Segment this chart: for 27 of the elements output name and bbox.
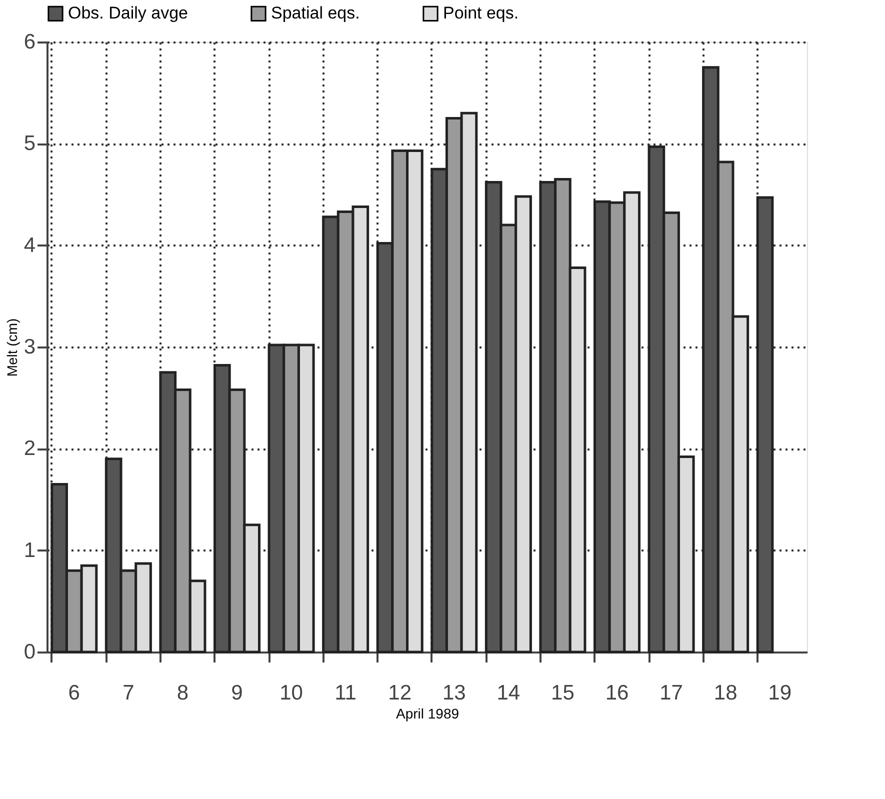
y-tick-label: 4	[24, 234, 36, 257]
x-tick-label: 19	[768, 682, 792, 704]
x-axis-title: April 1989	[396, 706, 460, 722]
x-tick-label: 6	[68, 682, 80, 704]
x-tick-label: 11	[334, 682, 356, 704]
x-tick-label: 10	[280, 682, 303, 704]
y-tick-label: 5	[24, 132, 36, 156]
x-tick-label: 17	[660, 682, 683, 704]
y-tick-label: 2	[24, 437, 36, 460]
legend-label: Obs. Daily avge	[68, 4, 188, 23]
y-tick-label: 1	[24, 538, 36, 562]
x-tick-label: 8	[176, 682, 189, 704]
x-tick-label: 9	[231, 682, 243, 704]
y-axis-title: Melt (cm)	[4, 318, 20, 377]
y-tick-label: 3	[24, 336, 36, 358]
x-tick-label: 15	[551, 682, 574, 704]
x-tick-label: 12	[388, 682, 412, 704]
legend-label: Point eqs.	[443, 4, 519, 23]
x-tick-label: 7	[122, 682, 134, 704]
x-tick-label: 16	[605, 682, 629, 704]
y-tick-label: 0	[24, 640, 36, 664]
bar	[756, 196, 774, 654]
x-tick-label: 14	[496, 682, 520, 704]
legend-label: Spatial eqs.	[271, 4, 360, 23]
x-tick-label: 13	[442, 682, 466, 704]
y-tick-label: 6	[24, 30, 36, 54]
x-tick-label: 18	[714, 682, 738, 704]
